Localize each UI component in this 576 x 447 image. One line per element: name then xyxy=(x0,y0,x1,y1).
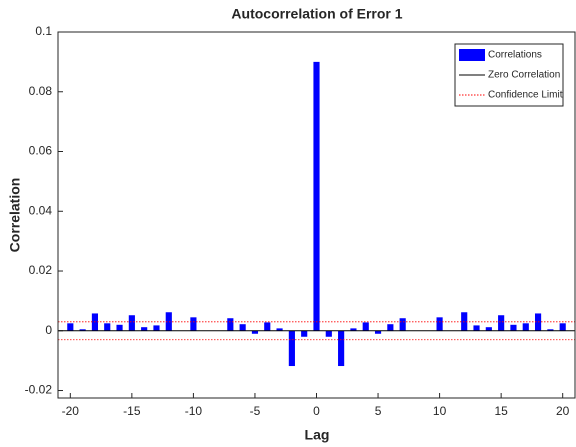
x-tick-label: -10 xyxy=(185,404,203,418)
y-tick-label: 0.04 xyxy=(29,203,53,217)
x-tick-label: 10 xyxy=(433,404,447,418)
bar xyxy=(264,322,271,331)
legend-swatch xyxy=(459,49,485,61)
bar xyxy=(387,324,394,331)
x-tick-label: -15 xyxy=(123,404,141,418)
bar xyxy=(522,323,529,331)
bar xyxy=(362,322,369,331)
bar xyxy=(473,325,480,331)
x-tick-label: -5 xyxy=(250,404,261,418)
y-tick-label: 0 xyxy=(45,323,52,337)
x-axis-label: Lag xyxy=(305,427,330,443)
y-tick-label: 0.08 xyxy=(29,84,53,98)
bar xyxy=(313,61,320,331)
bar xyxy=(116,324,123,331)
y-tick-label: 0.06 xyxy=(29,144,53,158)
legend-label: Confidence Limit xyxy=(488,90,563,101)
bar xyxy=(239,324,246,331)
y-tick-label: 0.1 xyxy=(35,24,52,38)
bar xyxy=(276,328,283,331)
bar xyxy=(227,318,234,331)
y-axis-label: Correlation xyxy=(7,178,23,253)
bar xyxy=(559,323,566,331)
axes-box xyxy=(57,31,576,399)
x-tick-label: 0 xyxy=(313,404,320,418)
x-tick-label: 15 xyxy=(494,404,508,418)
chart-title: Autocorrelation of Error 1 xyxy=(231,6,402,22)
bar xyxy=(104,323,111,331)
bar xyxy=(165,312,172,331)
bar xyxy=(79,329,86,331)
bar xyxy=(251,330,259,334)
x-tick-label: 20 xyxy=(556,404,570,418)
bar xyxy=(325,330,332,337)
bar xyxy=(510,324,517,331)
bar xyxy=(288,330,295,367)
legend-label: Correlations xyxy=(488,50,542,61)
bar xyxy=(67,323,74,331)
bar xyxy=(547,329,554,331)
bar xyxy=(301,330,308,337)
x-tick-label: 5 xyxy=(375,404,382,418)
legend-label: Zero Correlation xyxy=(488,70,560,81)
bar xyxy=(485,327,492,331)
y-tick-label: -0.02 xyxy=(25,383,53,397)
bar xyxy=(141,327,148,331)
bar xyxy=(436,317,443,331)
y-tick-label: 0.02 xyxy=(29,263,53,277)
bar xyxy=(498,315,505,331)
bar xyxy=(153,325,160,331)
bar xyxy=(338,330,345,367)
x-tick-label: -20 xyxy=(62,404,80,418)
bar xyxy=(374,330,382,334)
bar xyxy=(128,315,135,331)
bar xyxy=(350,328,357,331)
bar xyxy=(190,317,197,331)
bar xyxy=(399,318,406,331)
